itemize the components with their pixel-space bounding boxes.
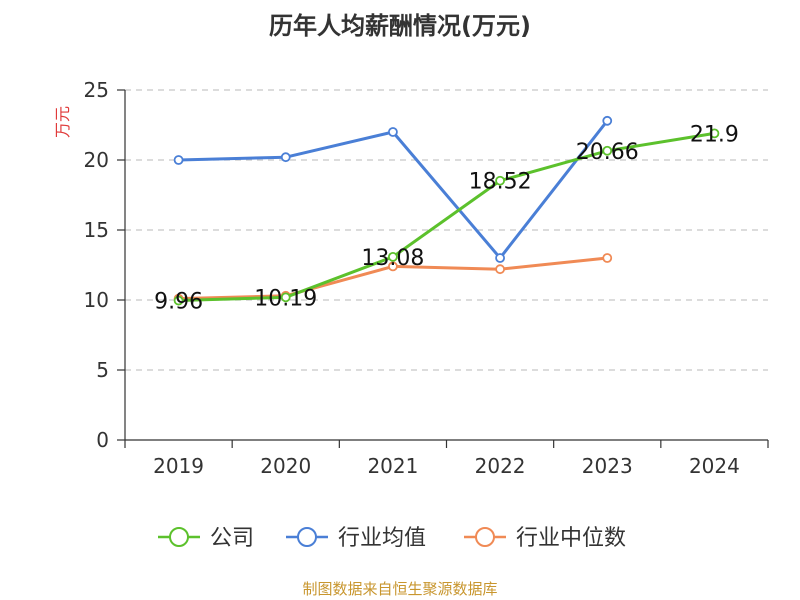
data-point — [388, 251, 398, 262]
data-point — [280, 292, 291, 303]
x-axis-ticks: 2019 2020 2021 2022 2023 2024 — [124, 440, 769, 478]
chart-title: 历年人均薪酬情况(万元) — [269, 12, 531, 40]
x-tick-label: 2021 — [367, 454, 418, 478]
y-tick-label: 25 — [84, 78, 109, 102]
data-point — [602, 253, 613, 263]
y-tick-label: 10 — [84, 288, 109, 312]
data-point — [495, 253, 505, 263]
legend-item-1: 行业均值 — [286, 526, 426, 551]
data-point — [495, 175, 505, 186]
series-1 — [173, 115, 613, 263]
data-point — [388, 127, 398, 137]
data-label: 18.52 — [469, 170, 532, 195]
legend: 公司 行业均值 行业中位数 — [158, 526, 626, 551]
data-label: 13.08 — [361, 246, 424, 271]
series-lines — [173, 115, 720, 306]
series-line — [177, 131, 716, 303]
series-line — [177, 119, 609, 260]
data-label: 20.66 — [576, 140, 639, 165]
axes — [124, 90, 768, 441]
data-label: 9.96 — [154, 290, 203, 315]
y-tick-label: 20 — [84, 148, 109, 172]
source-note: 制图数据来自恒生聚源数据库 — [302, 580, 498, 598]
y-axis-ticks: 0 5 10 15 20 25 — [84, 78, 125, 452]
series-0 — [173, 128, 720, 306]
legend-label: 行业均值 — [338, 526, 426, 551]
data-point — [173, 295, 184, 306]
data-point — [495, 264, 505, 275]
y-tick-label: 0 — [96, 428, 109, 452]
y-tick-label: 5 — [96, 358, 109, 382]
legend-marker — [297, 527, 317, 547]
y-axis-label: 万元 — [53, 106, 72, 138]
data-label: 10.19 — [254, 286, 317, 311]
x-tick-label: 2022 — [475, 454, 526, 478]
data-point — [280, 152, 291, 163]
legend-item-2: 行业中位数 — [464, 526, 626, 551]
gridlines — [125, 89, 768, 371]
x-tick-label: 2023 — [582, 454, 633, 478]
data-point — [388, 261, 398, 272]
legend-marker — [475, 527, 495, 547]
legend-label: 公司 — [210, 526, 254, 551]
legend-marker — [169, 527, 189, 547]
data-point — [602, 145, 613, 156]
data-labels: 9.96 10.19 13.08 18.52 20.66 21.9 — [154, 122, 739, 314]
data-point — [602, 115, 613, 126]
x-tick-label: 2024 — [689, 454, 740, 478]
y-tick-label: 15 — [84, 218, 109, 242]
data-point — [709, 128, 720, 139]
x-tick-label: 2019 — [153, 454, 204, 478]
data-label: 21.9 — [690, 122, 739, 147]
data-point — [173, 155, 184, 165]
legend-label: 行业中位数 — [516, 526, 626, 551]
x-tick-label: 2020 — [260, 454, 311, 478]
legend-item-0: 公司 — [158, 526, 254, 551]
